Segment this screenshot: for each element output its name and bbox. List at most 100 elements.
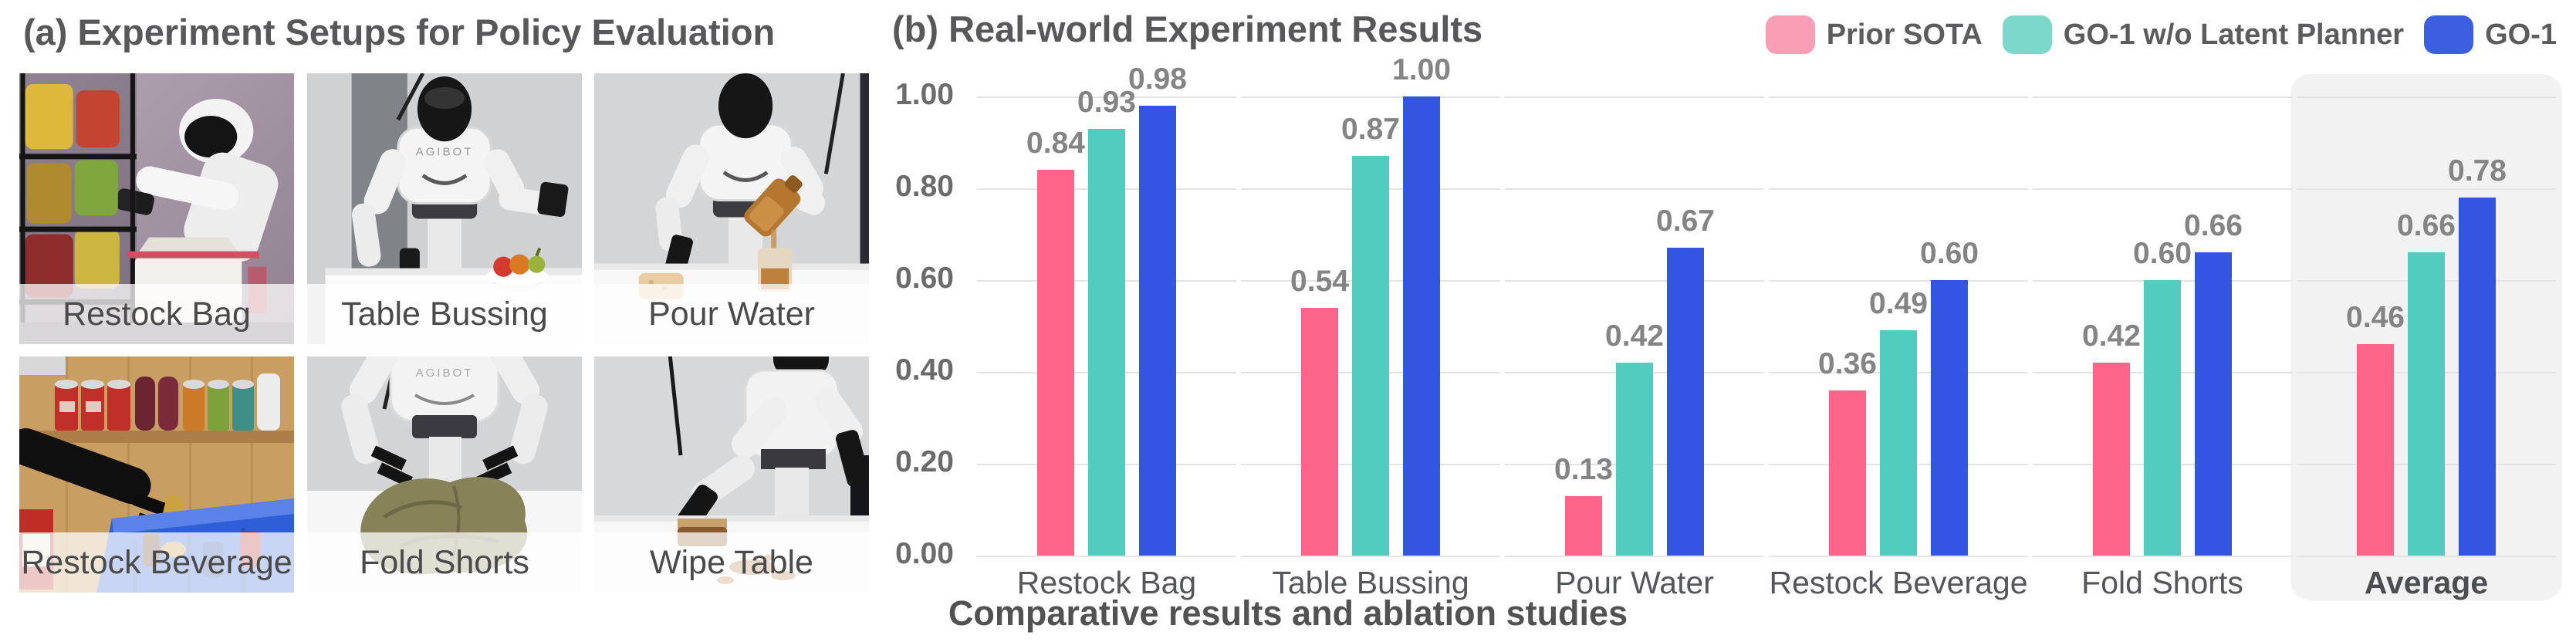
bar-prior-sota <box>1037 170 1074 556</box>
gridline <box>1769 96 2028 98</box>
table-bussing-photo: AGIBOT Table Bussing <box>307 73 582 344</box>
bar-value-label: 0.87 <box>1341 113 1400 146</box>
gridline <box>1505 96 1764 98</box>
bar-value-label: 0.36 <box>1818 347 1877 380</box>
bar-go-1-w-o-latent-planner <box>1616 363 1653 556</box>
bar-value-label: 0.46 <box>2346 301 2405 334</box>
panel-a-title: (a) Experiment Setups for Policy Evaluat… <box>23 12 776 52</box>
photo-label-band: Table Bussing <box>307 284 582 344</box>
bar-go-1-w-o-latent-planner <box>2144 280 2181 556</box>
legend-item-go1-wo-latent-planner: GO-1 w/o Latent Planner <box>2002 15 2405 54</box>
bar-value-label: 0.78 <box>2448 154 2507 188</box>
bar-prior-sota <box>1565 496 1602 556</box>
y-tick-label: 0.20 <box>895 445 954 478</box>
legend-swatch-go1-wo-latent-planner <box>2002 15 2052 54</box>
restock-beverage-photo: Restock Beverage <box>19 356 294 593</box>
legend-label-prior-sota: Prior SOTA <box>1826 18 1983 51</box>
x-category-label: Fold Shorts <box>2081 565 2243 600</box>
gridline <box>1241 96 1500 98</box>
pour-water-photo: Pour Water <box>594 73 869 344</box>
gridline <box>2033 188 2292 190</box>
gridline <box>977 96 1236 98</box>
chart-legend: Prior SOTA GO-1 w/o Latent Planner GO-1 <box>1765 15 2557 54</box>
legend-label-go1: GO-1 <box>2485 18 2557 51</box>
gridline <box>2297 188 2556 190</box>
gridline <box>1505 188 1764 190</box>
photo-label-band: Restock Bag <box>19 284 294 344</box>
bar-go-1-w-o-latent-planner <box>1088 129 1125 556</box>
photo-label-band: Fold Shorts <box>307 532 582 593</box>
bar-value-label: 0.13 <box>1554 453 1613 486</box>
gridline <box>977 556 1236 557</box>
photo-label-band: Wipe Table <box>594 532 869 593</box>
y-tick-label: 0.60 <box>895 262 954 295</box>
bar-prior-sota <box>1829 390 1866 556</box>
bar-go-1 <box>1667 248 1704 556</box>
setup-label-table-bussing: Table Bussing <box>341 295 548 333</box>
x-category-label: Restock Bag <box>1016 565 1197 600</box>
robot-brand-text: AGIBOT <box>416 367 474 380</box>
gridline <box>1505 280 1764 282</box>
panel-experiment-results: (b) Real-world Experiment Results Prior … <box>880 0 2576 642</box>
gridline <box>1769 280 2028 282</box>
bar-value-label: 0.42 <box>2082 319 2141 353</box>
bar-value-label: 0.67 <box>1656 204 1715 238</box>
legend-swatch-prior-sota <box>1765 15 1815 54</box>
bar-prior-sota <box>2093 363 2130 556</box>
gridline <box>2033 96 2292 98</box>
bar-go-1 <box>2195 252 2232 556</box>
legend-label-go1-wo-latent-planner: GO-1 w/o Latent Planner <box>2063 18 2405 51</box>
bar-value-label: 0.66 <box>2184 209 2243 242</box>
x-category-label: Pour Water <box>1555 565 1714 600</box>
y-tick-label: 0.80 <box>895 170 954 203</box>
gridline <box>1241 556 1500 557</box>
gridline <box>1769 188 2028 190</box>
legend-item-go1: GO-1 <box>2424 15 2557 54</box>
y-tick-label: 0.00 <box>895 537 954 570</box>
figure-caption: Comparative results and ablation studies <box>948 593 1628 633</box>
bar-value-label: 0.98 <box>1128 63 1187 96</box>
y-tick-label: 0.40 <box>895 353 954 387</box>
gridline <box>2297 96 2556 98</box>
bar-chart: 0.00 0.20 0.40 0.60 0.80 1.00 0.84 0.93 0.98 Rest… <box>880 0 2576 642</box>
legend-item-prior-sota: Prior SOTA <box>1765 15 1983 54</box>
gridline <box>2033 556 2292 557</box>
bar-go-1 <box>2459 198 2496 556</box>
gridline <box>1505 556 1764 557</box>
setup-label-wipe-table: Wipe Table <box>650 543 813 581</box>
bar-prior-sota <box>2357 344 2394 556</box>
bar-value-label: 0.93 <box>1077 86 1136 119</box>
bar-go-1 <box>1403 96 1440 556</box>
setup-label-pour-water: Pour Water <box>648 295 815 333</box>
restock-bag-photo: Restock Bag <box>19 73 294 344</box>
bar-value-label: 1.00 <box>1392 53 1451 86</box>
gridline <box>2297 556 2556 557</box>
bar-value-label: 0.60 <box>1920 237 1979 270</box>
fold-shorts-photo: AGIBOT Fold Shorts <box>307 356 582 593</box>
bar-value-label: 0.84 <box>1026 127 1085 160</box>
setup-label-fold-shorts: Fold Shorts <box>360 543 529 581</box>
bar-go-1-w-o-latent-planner <box>1880 330 1917 556</box>
x-category-label: Table Bussing <box>1272 565 1469 600</box>
bar-go-1 <box>1931 280 1968 556</box>
gridline <box>1769 556 2028 557</box>
bar-go-1-w-o-latent-planner <box>2408 252 2445 556</box>
bar-prior-sota <box>1301 308 1338 556</box>
x-category-label: Restock Beverage <box>1769 565 2028 600</box>
setup-label-restock-bag: Restock Bag <box>63 295 251 333</box>
x-category-label: Average <box>2364 565 2489 600</box>
bar-value-label: 0.60 <box>2133 237 2192 270</box>
bar-value-label: 0.54 <box>1290 265 1349 298</box>
bar-value-label: 0.66 <box>2397 209 2456 242</box>
photo-label-band: Restock Beverage <box>19 532 294 593</box>
bar-value-label: 0.42 <box>1605 319 1664 353</box>
wipe-table-photo: Wipe Table <box>594 356 869 593</box>
bar-value-label: 0.49 <box>1869 287 1928 320</box>
bar-go-1-w-o-latent-planner <box>1352 156 1389 556</box>
panel-experiment-setups: (a) Experiment Setups for Policy Evaluat… <box>0 0 880 642</box>
y-tick-label: 1.00 <box>895 78 954 111</box>
bar-go-1 <box>1139 106 1176 556</box>
panel-b-title: (b) Real-world Experiment Results <box>892 8 1483 49</box>
robot-brand-text: AGIBOT <box>416 145 474 158</box>
